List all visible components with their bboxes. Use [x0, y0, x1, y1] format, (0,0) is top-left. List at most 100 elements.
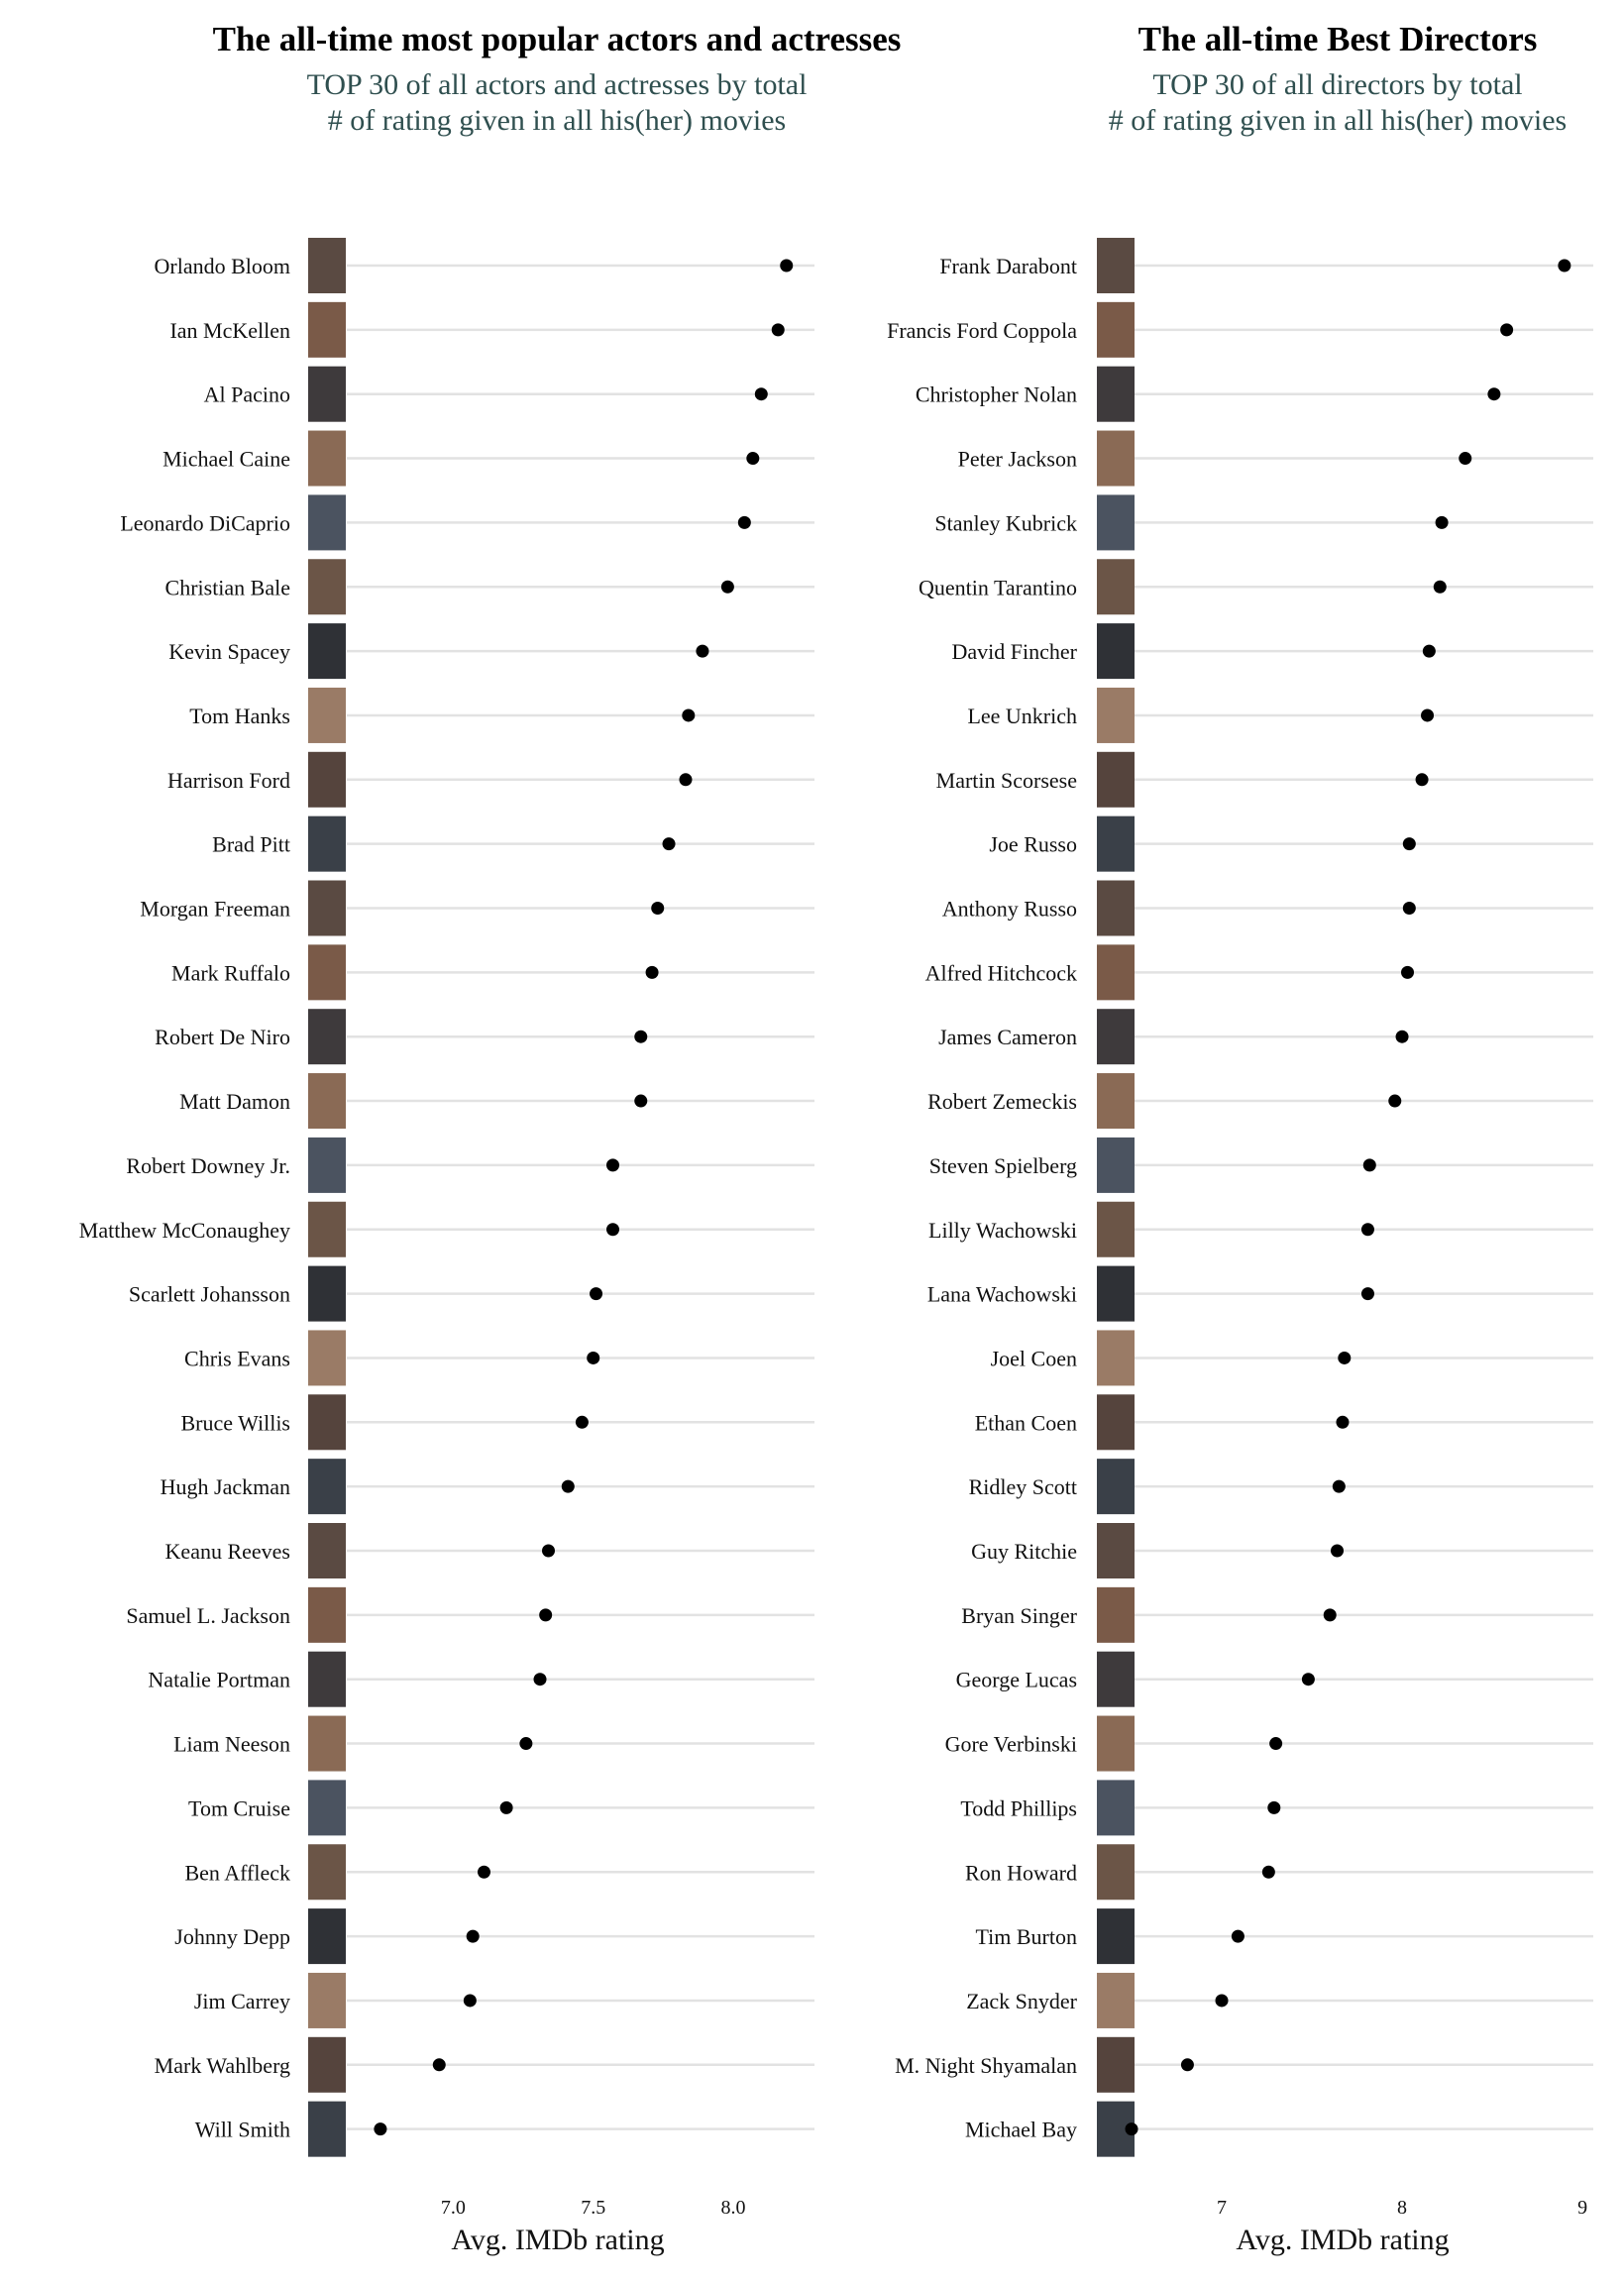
right-data-point — [1180, 2058, 1194, 2072]
right-data-point — [1388, 1094, 1402, 1108]
right-portrait-photo — [1097, 1715, 1135, 1772]
right-portrait-photo — [1097, 238, 1135, 293]
right-data-point — [1401, 965, 1415, 979]
left-x-tick-label: 7.5 — [581, 2197, 605, 2219]
right-category-label: Joe Russo — [989, 832, 1077, 857]
right-data-point — [1421, 708, 1435, 722]
right-data-point — [1269, 1737, 1283, 1751]
left-category-label: Scarlett Johansson — [129, 1282, 290, 1307]
right-category-label: Tim Burton — [975, 1924, 1077, 1949]
left-category-label: Harrison Ford — [167, 768, 290, 793]
left-category-label: Matt Damon — [179, 1089, 290, 1114]
right-data-point — [1402, 837, 1416, 851]
left-data-point — [587, 1351, 600, 1364]
right-portrait-photo — [1097, 2036, 1135, 2093]
right-portrait-photo — [1097, 1201, 1135, 1257]
left-category-label: Will Smith — [195, 2118, 290, 2142]
left-portrait-photo — [308, 1265, 346, 1322]
left-data-point — [662, 837, 676, 851]
left-data-point — [539, 1608, 553, 1622]
right-data-point — [1261, 1865, 1275, 1879]
right-category-label: Ron Howard — [965, 1860, 1077, 1885]
left-category-label: Liam Neeson — [173, 1732, 290, 1757]
right-data-point — [1360, 1223, 1374, 1237]
left-data-point — [561, 1479, 575, 1493]
left-data-point — [606, 1158, 620, 1172]
right-portrait-photo — [1097, 1459, 1135, 1515]
left-portrait-photo — [308, 1715, 346, 1772]
right-portrait-photo — [1097, 430, 1135, 487]
right-category-label: Robert Zemeckis — [927, 1089, 1077, 1114]
right-portrait-photo — [1097, 494, 1135, 551]
right-data-point — [1301, 1673, 1315, 1686]
left-data-point — [606, 1223, 620, 1237]
right-category-label: Lana Wachowski — [927, 1282, 1077, 1307]
left-category-label: Samuel L. Jackson — [126, 1603, 290, 1628]
right-portrait-photo — [1097, 1137, 1135, 1193]
left-portrait-photo — [308, 815, 346, 872]
right-portrait-photo — [1097, 1009, 1135, 1065]
left-data-point — [463, 1994, 477, 2008]
right-category-label: Ethan Coen — [975, 1410, 1077, 1435]
left-data-point — [634, 1030, 648, 1043]
left-category-label: Robert Downey Jr. — [126, 1153, 290, 1178]
left-category-label: Morgan Freeman — [140, 897, 290, 922]
left-category-label: Leonardo DiCaprio — [120, 510, 290, 535]
left-data-point — [634, 1094, 648, 1108]
right-portrait-photo — [1097, 1844, 1135, 1901]
left-data-point — [432, 2058, 446, 2072]
right-portrait-photo — [1097, 1972, 1135, 2028]
right-data-point — [1395, 1030, 1409, 1043]
right-category-label: Frank Darabont — [939, 254, 1077, 278]
left-portrait-photo — [308, 1844, 346, 1901]
left-data-point — [499, 1800, 513, 1814]
left-category-label: Christian Bale — [165, 575, 290, 599]
left-portrait-photo — [308, 1586, 346, 1643]
right-portrait-photo — [1097, 301, 1135, 358]
right-x-axis-title: Avg. IMDb rating — [1236, 2224, 1449, 2256]
left-portrait-photo — [308, 559, 346, 615]
left-data-point — [696, 644, 709, 658]
left-category-label: Brad Pitt — [212, 832, 290, 857]
right-category-label: Martin Scorsese — [936, 768, 1077, 793]
left-data-point — [466, 1929, 480, 1943]
left-portrait-photo — [308, 430, 346, 487]
left-portrait-photo — [308, 1137, 346, 1193]
right-portrait-photo — [1097, 815, 1135, 872]
left-data-point — [477, 1865, 490, 1879]
left-data-point — [746, 452, 760, 466]
left-chart-subtitle-line-1: TOP 30 of all actors and actresses by to… — [306, 68, 808, 101]
right-portrait-photo — [1097, 1523, 1135, 1578]
right-data-point — [1500, 323, 1514, 337]
right-portrait-photo — [1097, 366, 1135, 422]
left-chart-title: The all-time most popular actors and act… — [212, 20, 902, 58]
right-data-point — [1422, 644, 1436, 658]
left-portrait-photo — [308, 944, 346, 1001]
left-data-point — [682, 708, 696, 722]
left-data-point — [679, 773, 693, 787]
right-portrait-photo — [1097, 1265, 1135, 1322]
left-portrait-photo — [308, 1073, 346, 1130]
left-portrait-photo — [308, 880, 346, 936]
right-data-point — [1331, 1544, 1345, 1558]
left-portrait-photo — [308, 1523, 346, 1578]
right-portrait-photo — [1097, 1908, 1135, 1965]
left-data-point — [780, 259, 794, 272]
right-x-tick-label: 8 — [1397, 2197, 1407, 2219]
right-category-label: Michael Bay — [965, 2118, 1077, 2142]
right-category-label: Bryan Singer — [961, 1603, 1077, 1628]
left-data-point — [645, 965, 659, 979]
right-category-label: George Lucas — [956, 1668, 1077, 1692]
right-data-point — [1231, 1929, 1245, 1943]
left-category-label: Kevin Spacey — [168, 639, 290, 664]
right-data-point — [1360, 1287, 1374, 1301]
left-portrait-photo — [308, 1780, 346, 1836]
left-category-label: Michael Caine — [162, 447, 290, 472]
left-portrait-photo — [308, 1330, 346, 1386]
right-portrait-photo — [1097, 751, 1135, 808]
right-portrait-photo — [1097, 687, 1135, 743]
right-data-point — [1362, 1158, 1376, 1172]
right-data-point — [1125, 2122, 1138, 2136]
left-portrait-photo — [308, 623, 346, 680]
left-category-label: Robert De Niro — [155, 1025, 290, 1049]
